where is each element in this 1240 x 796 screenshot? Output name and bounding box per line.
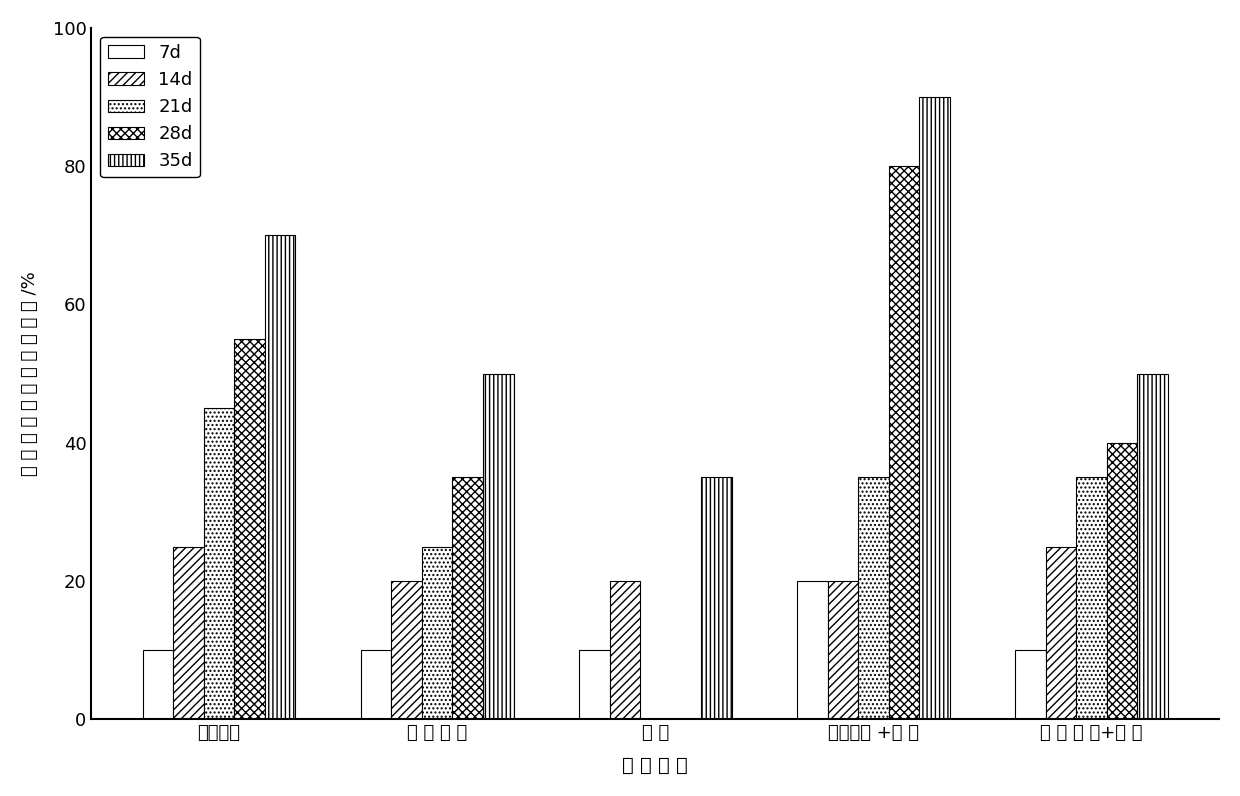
Bar bbox=[422, 547, 453, 720]
Bar bbox=[858, 478, 889, 720]
Bar bbox=[579, 650, 610, 720]
Bar bbox=[1045, 547, 1076, 720]
Bar bbox=[265, 236, 295, 720]
Bar bbox=[361, 650, 392, 720]
Y-axis label: 迁 移 出 细 胞 的 组 织 块 比 率 /%: 迁 移 出 细 胞 的 组 织 块 比 率 /% bbox=[21, 271, 38, 476]
Bar bbox=[1016, 650, 1045, 720]
Bar bbox=[701, 478, 732, 720]
Bar bbox=[610, 581, 640, 720]
Legend: 7d, 14d, 21d, 28d, 35d: 7d, 14d, 21d, 28d, 35d bbox=[100, 37, 200, 178]
Bar bbox=[1076, 478, 1107, 720]
Bar bbox=[827, 581, 858, 720]
Bar bbox=[484, 373, 513, 720]
Bar bbox=[1107, 443, 1137, 720]
Bar bbox=[143, 650, 174, 720]
Bar bbox=[453, 478, 484, 720]
Bar bbox=[797, 581, 827, 720]
Bar bbox=[919, 97, 950, 720]
X-axis label: 消 毒 方 式: 消 毒 方 式 bbox=[622, 756, 688, 775]
Bar bbox=[392, 581, 422, 720]
Bar bbox=[234, 339, 265, 720]
Bar bbox=[174, 547, 203, 720]
Bar bbox=[203, 408, 234, 720]
Bar bbox=[1137, 373, 1168, 720]
Bar bbox=[889, 166, 919, 720]
